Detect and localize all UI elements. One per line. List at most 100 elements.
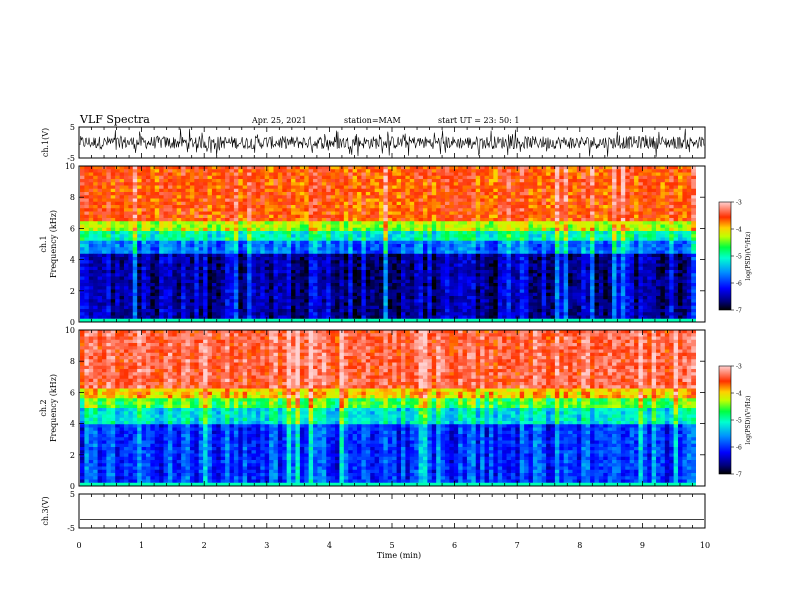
spectrogram-cell — [146, 176, 151, 180]
spectrogram-cell — [282, 241, 287, 245]
spectrogram-cell — [427, 273, 432, 277]
spectrogram-cell — [555, 228, 560, 232]
spectrogram-cell — [564, 176, 569, 180]
spectrogram-cell — [317, 208, 322, 212]
spectrogram-cell — [555, 251, 560, 255]
spectrogram-cell — [80, 208, 85, 212]
spectrogram-cell — [304, 169, 309, 173]
spectrogram-cell — [106, 186, 111, 190]
spectrogram-cell — [379, 215, 384, 219]
spectrogram-cell — [115, 212, 120, 216]
spectrogram-cell — [177, 238, 182, 242]
spectrogram-cell — [643, 221, 648, 225]
spectrogram-cell — [331, 260, 336, 264]
spectrogram-cell — [638, 228, 643, 232]
spectrogram-cell — [304, 166, 309, 170]
spectrogram-cell — [98, 254, 103, 258]
spectrogram-cell — [441, 208, 446, 212]
spectrogram-cell — [638, 189, 643, 193]
spectrogram-cell — [529, 182, 534, 186]
spectrogram-cell — [339, 264, 344, 268]
spectrogram-cell — [260, 199, 265, 203]
spectrogram-cell — [212, 247, 217, 251]
spectrogram-cell — [177, 277, 182, 281]
spectrogram-cell — [203, 264, 208, 268]
spectrogram-cell — [177, 260, 182, 264]
spectrogram-cell — [542, 169, 547, 173]
spectrogram-cell — [300, 247, 305, 251]
spectrogram-cell — [397, 273, 402, 277]
date-label: Apr. 25, 2021 — [251, 116, 307, 125]
spectrogram-cell — [331, 277, 336, 281]
spectrogram-cell — [656, 215, 661, 219]
spectrogram-cell — [295, 215, 300, 219]
spectrogram-cell — [524, 199, 529, 203]
spectrogram-cell — [370, 173, 375, 177]
spectrogram-cell — [106, 195, 111, 199]
spectrogram-cell — [256, 254, 261, 258]
spectrogram-cell — [616, 257, 621, 261]
spectrogram-cell — [458, 260, 463, 264]
spectrogram-cell — [436, 192, 441, 196]
spectrogram-cell — [361, 195, 366, 199]
spectrogram-cell — [555, 215, 560, 219]
spectrogram-cell — [419, 273, 424, 277]
spectrogram-cell — [427, 179, 432, 183]
spectrogram-cell — [300, 208, 305, 212]
spectrogram-cell — [89, 199, 94, 203]
spectrogram-cell — [577, 273, 582, 277]
spectrogram-cell — [146, 218, 151, 222]
spectrogram-cell — [489, 202, 494, 206]
spectrogram-cell — [485, 234, 490, 238]
spectrogram-cell — [216, 231, 221, 235]
spectrogram-cell — [441, 247, 446, 251]
spectrogram-cell — [331, 234, 336, 238]
spectrogram-cell — [471, 231, 476, 235]
spectrogram-cell — [366, 189, 371, 193]
spectrogram-cell — [168, 166, 173, 170]
spectrogram-cell — [458, 270, 463, 274]
spectrogram-cell — [485, 186, 490, 190]
spectrogram-cell — [625, 260, 630, 264]
spectrogram-cell — [665, 195, 670, 199]
spectrogram-cell — [652, 267, 657, 271]
spectrogram-cell — [533, 208, 538, 212]
spectrogram-cell — [427, 192, 432, 196]
spectrogram-cell — [577, 169, 582, 173]
spectrogram-cell — [379, 182, 384, 186]
spectrogram-cell — [621, 260, 626, 264]
spectrogram-cell — [300, 273, 305, 277]
spectrogram-cell — [111, 189, 116, 193]
spectrogram-cell — [216, 257, 221, 261]
spectrogram-cell — [84, 166, 89, 170]
spectrogram-cell — [621, 173, 626, 177]
spectrogram-cell — [441, 215, 446, 219]
spectrogram-cell — [89, 273, 94, 277]
spectrogram-cell — [370, 182, 375, 186]
spectrogram-cell — [115, 277, 120, 281]
spectrogram-cell — [436, 254, 441, 258]
spectrogram-cell — [238, 238, 243, 242]
spectrogram-cell — [524, 267, 529, 271]
spectrogram-cell — [216, 241, 221, 245]
spectrogram-cell — [146, 205, 151, 209]
spectrogram-cell — [665, 270, 670, 274]
spectrogram-cell — [265, 218, 270, 222]
spectrogram-cell — [445, 176, 450, 180]
spectrogram-cell — [388, 173, 393, 177]
spectrogram-cell — [370, 247, 375, 251]
spectrogram-cell — [691, 241, 696, 245]
spectrogram-cell — [383, 257, 388, 261]
spectrogram-cell — [186, 260, 191, 264]
spectrogram-cell — [115, 251, 120, 255]
spectrogram-cell — [234, 277, 239, 281]
spectrogram-cell — [177, 179, 182, 183]
spectrogram-cell — [682, 169, 687, 173]
spectrogram-cell — [344, 267, 349, 271]
spectrogram-cell — [493, 228, 498, 232]
spectrogram-cell — [427, 247, 432, 251]
spectrogram-cell — [594, 205, 599, 209]
spectrogram-cell — [401, 173, 406, 177]
spectrogram-cell — [304, 208, 309, 212]
spectrogram-cell — [414, 244, 419, 248]
